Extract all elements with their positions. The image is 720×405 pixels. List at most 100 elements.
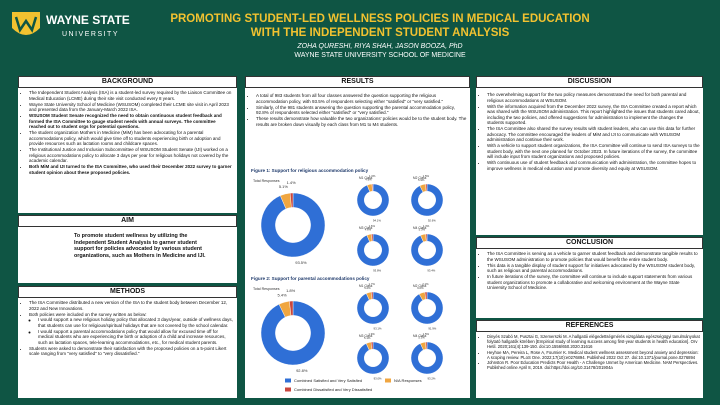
donut-slice: [371, 233, 374, 242]
donut-label: 93.8%: [373, 269, 381, 273]
section-heading: DISCUSSION: [476, 76, 703, 88]
section-heading: CONCLUSION: [476, 237, 703, 249]
bullet-text: The ISA Committee distributed a new vers…: [29, 300, 228, 311]
donut-label: 1.9%: [368, 332, 375, 336]
donut-label: 1.6%: [369, 224, 376, 228]
bullet-text: Wayne State University School of Medicin…: [29, 101, 229, 113]
donut-slice: [356, 233, 390, 267]
bullet: Johnston R. Poor Education Predicts Poor…: [487, 360, 700, 370]
bullet: Both policies were included on the surve…: [29, 312, 234, 346]
bullet: The ISA Committee distributed a new vers…: [29, 300, 234, 311]
donut-slice: [425, 183, 428, 192]
donut-slice: [289, 300, 294, 316]
donut-label: 93.0%: [374, 376, 382, 380]
donut-label: 92.8%: [296, 368, 308, 373]
donut-label: 2.1%: [422, 282, 429, 286]
section-body: The ISA Committee distributed a new vers…: [18, 298, 237, 398]
bullet-text: Dinyés Szabó M, Pusztai G, Szemerszki M.…: [487, 334, 700, 349]
legend-swatch: [285, 378, 291, 383]
donut-slice: [410, 183, 444, 217]
bullet: Wayne State University School of Medicin…: [29, 102, 234, 113]
bullet: Heyhoe MA, Pereira L, Rose A, Fournier K…: [487, 350, 700, 360]
bullet: The ISA Committee also shared the survey…: [487, 126, 700, 143]
donut-slice: [424, 291, 428, 300]
bullet: A total of 983 students from all four cl…: [256, 93, 467, 104]
sub-list: I would support a new religious holiday …: [29, 317, 234, 345]
chart-label: M1 Class: [359, 284, 373, 288]
bullet-text: With the information acquired from the D…: [487, 103, 700, 126]
donut-label: 4.9%: [365, 177, 372, 181]
results-figures: Figure 1: Support for religious accommod…: [245, 162, 470, 398]
donut-label: 5.3%: [418, 336, 425, 340]
donut-label: 5.4%: [278, 293, 288, 298]
bullet: Similarly, of the 981 students answering…: [256, 105, 467, 116]
donut-label: 1.0%: [369, 174, 376, 178]
bullet-list: Dinyés Szabó M, Pusztai G, Szemerszki M.…: [479, 334, 700, 370]
poster-title: PROMOTING STUDENT-LED WELLNESS POLICIES …: [170, 13, 590, 39]
chart-label: Total Responses: [253, 287, 280, 291]
authors: ZOHA QURESHI, RIYA SHAH, JASON BOOZA, Ph…: [297, 43, 463, 50]
logo-name: WAYNE STATE: [46, 13, 130, 27]
donut-slice: [289, 192, 294, 208]
donut-slice: [356, 183, 390, 217]
bullet-text: The overwhelming support for the two pol…: [487, 92, 687, 103]
bullet: The overwhelming support for the two pol…: [487, 92, 700, 103]
donut-slice: [356, 291, 390, 325]
donut-label: 1.5%: [423, 174, 430, 178]
bullet-text: This data is a tangible display of stude…: [487, 262, 696, 274]
bullet: With continuous use of student feedback …: [487, 160, 700, 171]
donut-label: 6.0%: [417, 286, 424, 290]
bullet-text: In future iterations of the survey, the …: [487, 274, 693, 290]
legend-label: Combined Satisfied and Very Satisfied: [294, 378, 362, 383]
section-heading: METHODS: [18, 286, 237, 298]
donut-slice: [356, 341, 390, 375]
bullet-text: Similarly, of the 981 students answering…: [256, 104, 455, 116]
bullet: WSUSOM Student Senate recognized the nee…: [29, 113, 234, 130]
aim-text: To promote student wellness by utilizing…: [18, 227, 237, 283]
chart-label: Total Responses: [253, 179, 280, 183]
chart-label: M2 Class: [413, 284, 427, 288]
section-heading: RESULTS: [245, 76, 470, 88]
donut-slice: [370, 341, 374, 350]
figure-title: Figure 1: Support for religious accommod…: [251, 168, 369, 173]
donut-slice: [260, 300, 326, 366]
affiliation: WAYNE STATE UNIVERSITY SCHOOL OF MEDICIN…: [294, 52, 466, 59]
donut-label: 93.5%: [295, 260, 307, 265]
bullet-list: A total of 983 students from all four cl…: [248, 93, 467, 127]
sub-bullet: I would support a parental accommodation…: [38, 329, 234, 346]
bullet: With a vehicle to support student organi…: [487, 143, 700, 160]
section-body: A total of 983 students from all four cl…: [245, 88, 470, 162]
logo-sub: UNIVERSITY: [62, 31, 119, 38]
logo: WAYNE STATE UNIVERSITY: [12, 12, 130, 38]
bullet: Students were asked to demonstrate their…: [29, 346, 234, 357]
section-heading: AIM: [18, 215, 237, 227]
bullet-text: Both policies were included on the surve…: [29, 311, 147, 317]
section-heading: REFERENCES: [476, 320, 703, 332]
donut-slice: [425, 233, 428, 242]
section-body: Dinyés Szabó M, Pusztai G, Szemerszki M.…: [476, 332, 703, 398]
bullet-list: The Independent Student Analysis (ISA) i…: [21, 90, 234, 175]
bullet-list: The ISA Committee is serving as a vehicl…: [479, 251, 700, 291]
donut-slice: [410, 341, 444, 375]
logo-shield: [12, 12, 40, 35]
bullet-text: The Institutional Justice and Inclusion …: [29, 147, 229, 163]
bullet-text: WSUSOM Student Senate recognized the nee…: [29, 113, 222, 129]
donut-label: 5.2%: [364, 286, 371, 290]
legend-label: N/A Responses: [394, 378, 422, 383]
donut-label: 93.4%: [427, 269, 435, 273]
donut-label: 91.9%: [428, 326, 436, 330]
bullet: Both MiM and IJI turned to the ISA Commi…: [29, 164, 234, 175]
bullet-text: Students were asked to demonstrate their…: [29, 345, 227, 357]
donut-label: 1.7%: [369, 282, 376, 286]
bullet-text: The ISA Committee also shared the survey…: [487, 126, 696, 142]
bullet-text: The Independent Student Analysis (ISA) i…: [29, 90, 232, 101]
donut-label: 1.4%: [287, 180, 297, 185]
bullet-text: With continuous use of student feedback …: [487, 160, 697, 171]
bullet: The Institutional Justice and Inclusion …: [29, 147, 234, 164]
section-body: The overwhelming support for the two pol…: [476, 88, 703, 235]
donut-label: 94.1%: [373, 219, 381, 223]
legend-swatch: [385, 378, 391, 383]
donut-label: 5.1%: [279, 184, 289, 189]
section-body: The ISA Committee is serving as a vehicl…: [476, 249, 703, 318]
